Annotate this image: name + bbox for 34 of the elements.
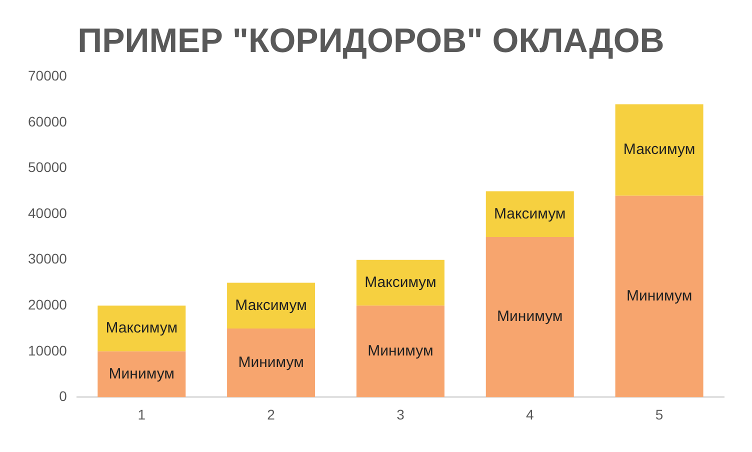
y-tick-label: 20000 (28, 296, 68, 313)
bar (486, 191, 574, 237)
y-tick-label: 30000 (28, 250, 68, 267)
series-label: Минимум (626, 288, 692, 305)
chart-title: ПРИМЕР "КОРИДОРОВ" ОКЛАДОВ (78, 22, 664, 60)
bar (356, 260, 444, 306)
y-tick-label: 40000 (28, 204, 68, 221)
text: Минимум (368, 342, 434, 360)
bar (486, 237, 574, 398)
text: Максимум (235, 296, 307, 314)
bar (227, 282, 316, 329)
y-tick-label: 70000 (28, 68, 68, 84)
x-tick-label: 4 (526, 406, 534, 422)
y-tick-label: 60000 (28, 113, 68, 130)
x-tick-label: 1 (138, 406, 146, 422)
x-tick-label: 5 (655, 406, 664, 422)
text: Минимум (497, 308, 563, 326)
text: Максимум (623, 141, 696, 158)
bar (615, 196, 704, 398)
y-tick-label: 0 (59, 388, 68, 404)
bar (615, 104, 704, 196)
y-tick-label: 10000 (28, 342, 68, 358)
bar (356, 306, 444, 398)
y-tick-label: 50000 (28, 159, 68, 176)
x-tick-label: 3 (396, 406, 405, 422)
text: Минимум (108, 365, 174, 382)
series-label: Максимум (106, 320, 178, 337)
x-tick-label: 2 (267, 406, 276, 422)
text: Максимум (494, 205, 566, 222)
text: Минимум (238, 354, 304, 372)
text: Максимум (364, 274, 436, 291)
bar (227, 328, 316, 398)
bar (98, 351, 186, 398)
bar (98, 306, 186, 352)
